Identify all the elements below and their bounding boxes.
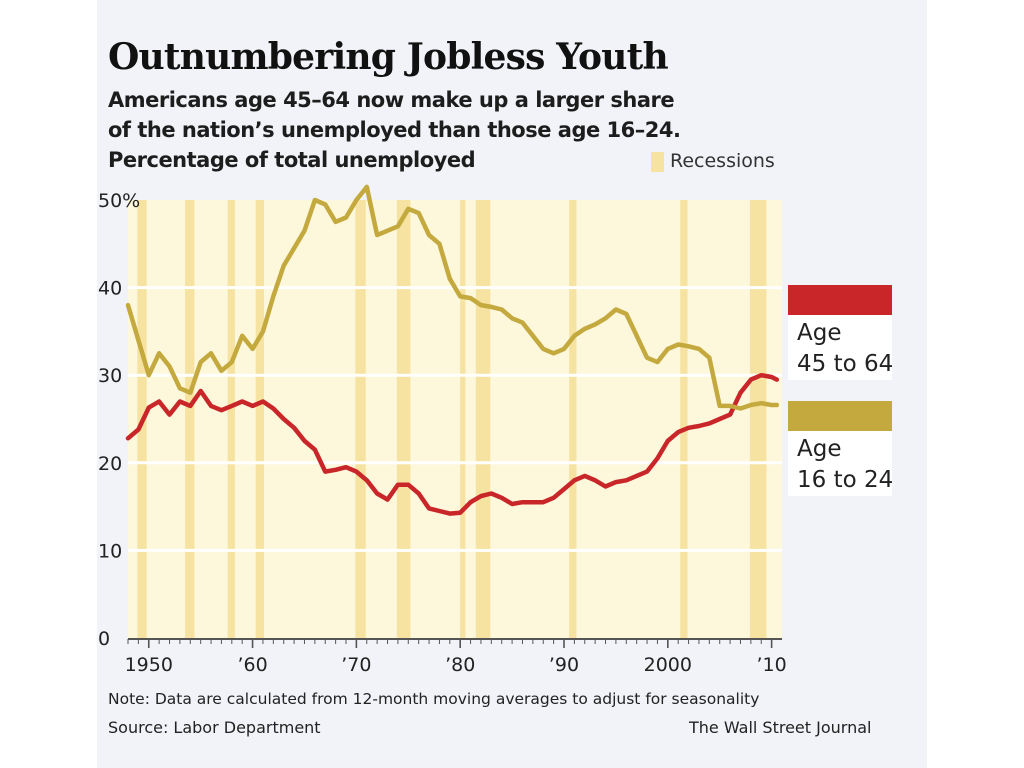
recession-band-8 [475, 200, 491, 638]
footnote: Note: Data are calculated from 12-month … [108, 690, 760, 708]
recession-band-3 [227, 200, 235, 638]
series-color-swatch-45-to-64 [788, 285, 892, 315]
y-tick-label-10: 10 [98, 540, 122, 562]
plot-background [128, 200, 782, 638]
series-color-swatch-16-to-24 [788, 401, 892, 431]
recession-band-4 [255, 200, 264, 638]
recession-band-9 [569, 200, 577, 638]
series-line-16-to-24 [125, 184, 780, 411]
recession-band-11 [749, 200, 767, 638]
x-tick-label-1980: ’80 [445, 654, 475, 676]
recession-band-5 [355, 200, 366, 638]
recession-band-2 [185, 200, 195, 638]
recession-band-7 [460, 200, 466, 638]
recession-band-10 [680, 200, 688, 638]
publisher-credit: The Wall Street Journal [689, 718, 872, 737]
source-line: Source: Labor Department [108, 718, 321, 737]
recession-band-6 [396, 200, 411, 638]
series-label-16-to-24: Age 16 to 24 [788, 401, 894, 496]
series-name-16-to-24: Age 16 to 24 [797, 436, 894, 493]
x-tick-label-2000: 2000 [644, 654, 692, 676]
recession-legend-label: Recessions [670, 150, 775, 172]
recession-legend-swatch [651, 152, 664, 172]
y-tick-label-20: 20 [98, 453, 122, 475]
series-name-45-to-64: Age 45 to 64 [797, 320, 894, 377]
y-tick-label-0: 0 [98, 628, 110, 650]
series-label-45-to-64: Age 45 to 64 [788, 285, 894, 380]
x-tick-label-1960: ’60 [237, 654, 267, 676]
series-line-45-to-64 [125, 372, 780, 516]
chart-title: Outnumbering Jobless Youth [108, 36, 669, 78]
x-tick-label-1970: ’70 [341, 654, 371, 676]
subtitle-line-1: Americans age 45–64 now make up a larger… [108, 88, 675, 112]
x-tick-label-1990: ’90 [549, 654, 579, 676]
y-tick-label-40: 40 [98, 278, 122, 300]
y-axis-description: Percentage of total unemployed [108, 148, 476, 172]
x-tick-label-1950: 1950 [125, 654, 173, 676]
subtitle-line-2: of the nation’s unemployed than those ag… [108, 118, 681, 142]
x-tick-label-2010: ’10 [757, 654, 787, 676]
y-tick-label-30: 30 [98, 365, 122, 387]
y-tick-label-50: 50% [98, 190, 140, 212]
